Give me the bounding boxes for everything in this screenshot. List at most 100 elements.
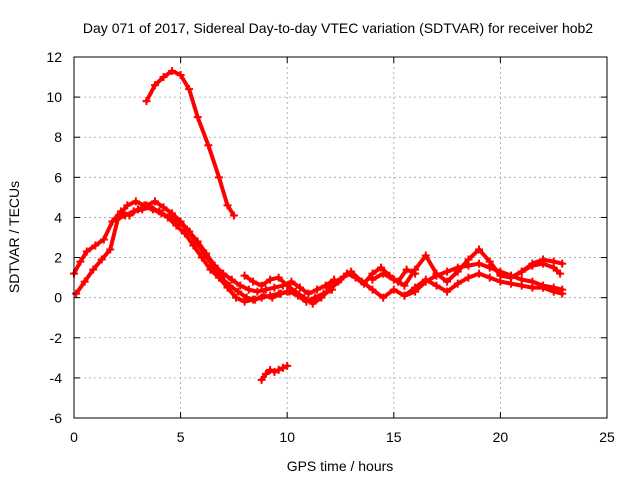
data-point <box>185 85 194 94</box>
data-point <box>368 285 377 294</box>
data-point <box>266 291 275 300</box>
data-point <box>411 283 420 292</box>
plot-frame <box>73 56 608 419</box>
data-point <box>240 271 249 280</box>
data-point <box>159 203 168 212</box>
y-tick-label: -2 <box>50 330 63 346</box>
data-point <box>151 81 160 90</box>
data-point <box>168 67 177 76</box>
data-point <box>558 259 567 268</box>
data-point <box>496 277 505 286</box>
data-point <box>347 267 356 276</box>
data-point <box>270 367 279 376</box>
x-tick-label: 25 <box>599 429 615 445</box>
data-point <box>325 283 334 292</box>
data-point <box>283 281 292 290</box>
series-line-arc-high <box>144 69 236 218</box>
data-point <box>475 245 484 254</box>
data-point <box>443 267 452 276</box>
x-tick-label: 0 <box>70 429 78 445</box>
data-point <box>261 369 270 378</box>
data-point <box>278 363 287 372</box>
y-tick-label: 8 <box>54 129 62 145</box>
data-point <box>308 299 317 308</box>
data-point <box>549 257 558 266</box>
data-point <box>214 273 223 282</box>
data-point <box>274 273 283 282</box>
data-point <box>421 275 430 284</box>
data-point <box>151 197 160 206</box>
x-tick-label: 20 <box>493 429 509 445</box>
data-point <box>475 269 484 278</box>
data-point <box>270 283 279 292</box>
data-point <box>80 277 89 286</box>
data-point <box>249 277 258 286</box>
data-point <box>475 259 484 268</box>
data-point <box>443 277 452 286</box>
data-point <box>368 275 377 284</box>
data-point <box>131 197 140 206</box>
data-point <box>453 279 462 288</box>
data-point <box>234 287 243 296</box>
x-tick-label: 10 <box>279 429 295 445</box>
data-point <box>517 267 526 276</box>
data-point <box>108 217 117 226</box>
data-point <box>528 283 537 292</box>
data-point <box>182 225 191 234</box>
y-tick-label: -4 <box>50 370 63 386</box>
series-line-arc-a <box>72 199 337 296</box>
data-point <box>257 293 266 302</box>
axis-ticks: 0 5 10 15 20 25 -6 -4 -2 0 2 4 6 8 10 12 <box>46 49 615 445</box>
data-point <box>97 255 106 264</box>
data-point <box>142 97 151 106</box>
data-point <box>172 221 181 230</box>
data-point <box>379 293 388 302</box>
data-point <box>411 265 420 274</box>
y-axis-label: SDTVAR / TECUs <box>6 181 22 293</box>
data-point <box>155 207 164 216</box>
data-point <box>163 213 172 222</box>
data-point <box>223 201 232 210</box>
data-point <box>138 205 147 214</box>
data-point <box>317 293 326 302</box>
grid <box>74 57 607 418</box>
data-point <box>379 269 388 278</box>
data-point <box>377 263 386 272</box>
data-point <box>159 73 168 82</box>
series-line-arc-g <box>402 271 565 298</box>
data-point <box>244 285 253 294</box>
data-point <box>556 269 565 278</box>
data-point <box>189 241 198 250</box>
data-point <box>229 211 238 220</box>
data-point <box>507 273 516 282</box>
chart-title: Day 071 of 2017, Sidereal Day-to-day VTE… <box>83 20 593 36</box>
data-point <box>549 287 558 296</box>
y-tick-label: 0 <box>54 290 62 306</box>
data-point <box>193 113 202 122</box>
x-tick-label: 5 <box>177 429 185 445</box>
data-point <box>539 283 548 292</box>
data-point <box>496 269 505 278</box>
data-point <box>72 289 81 298</box>
data-point <box>214 173 223 182</box>
data-point <box>174 217 183 226</box>
data-point <box>266 365 275 374</box>
data-point <box>321 281 330 290</box>
data-point <box>99 235 108 244</box>
data-point <box>517 281 526 290</box>
data-point <box>197 253 206 262</box>
data-point <box>257 281 266 290</box>
data-point <box>129 207 138 216</box>
data-point <box>204 141 213 150</box>
data-point <box>485 261 494 270</box>
data-point <box>261 285 270 294</box>
data-point <box>232 293 241 302</box>
data-point <box>227 275 236 284</box>
data-point <box>300 293 309 302</box>
data-point <box>304 289 313 298</box>
data-point <box>291 287 300 296</box>
data-point <box>336 275 345 284</box>
data-point <box>313 285 322 294</box>
data-point <box>123 201 132 210</box>
